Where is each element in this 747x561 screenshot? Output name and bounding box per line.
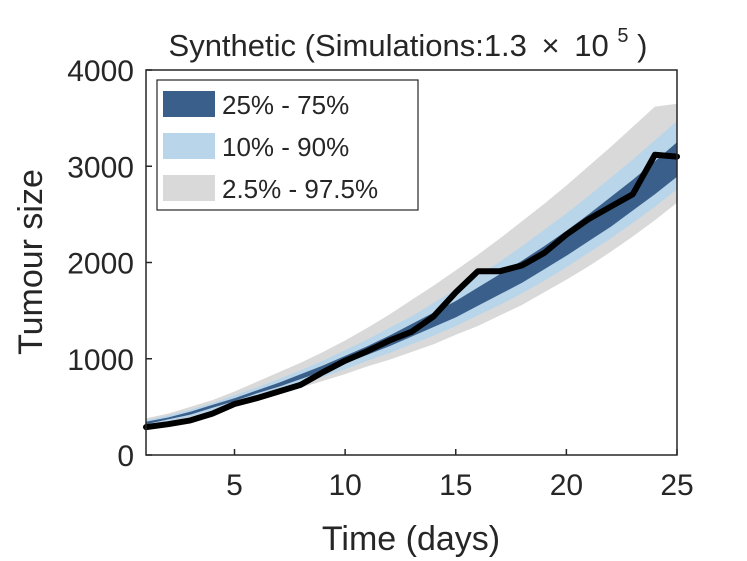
title-main: Synthetic (Simulations:1.3 [169, 28, 527, 63]
x-tick-label: 10 [328, 469, 361, 502]
x-tick-label: 5 [226, 469, 243, 502]
legend-swatch-iqr [163, 91, 215, 117]
line-layer [143, 151, 680, 431]
legend-label-iqr: 25% - 75% [222, 90, 349, 120]
series-line-0 [143, 151, 680, 431]
x-tick-label: 15 [439, 469, 472, 502]
title-base: 10 [574, 28, 608, 63]
band-layer [146, 103, 677, 428]
x-axis-label: Time (days) [322, 520, 500, 558]
y-axis-label: Tumour size [12, 169, 50, 355]
legend-label-p2-5-p97-5: 2.5% - 97.5% [222, 174, 378, 204]
y-tick-label: 2000 [67, 248, 134, 281]
title-times-sign: × [542, 28, 560, 63]
legend: 25% - 75% 10% - 90% 2.5% - 97.5% [156, 79, 419, 211]
chart-title: Synthetic (Simulations:1.3 × 10 5 ) [169, 14, 648, 63]
title-exponent: 5 [617, 25, 628, 47]
legend-swatch-p2-5-p97-5 [163, 175, 215, 201]
y-tick-label: 1000 [67, 344, 134, 377]
y-tick-label: 4000 [67, 55, 134, 88]
legend-label-p10-p90: 10% - 90% [222, 132, 349, 162]
x-tick-label: 20 [550, 469, 583, 502]
legend-swatch-p10-p90 [163, 133, 215, 159]
tick-layer: 5 10 15 20 25 0 1000 2000 3000 4000 [67, 55, 693, 502]
x-tick-label: 25 [660, 469, 693, 502]
band-0 [146, 103, 677, 428]
title-close: ) [637, 28, 647, 63]
y-tick-label: 0 [117, 440, 134, 473]
y-tick-label: 3000 [67, 151, 134, 184]
